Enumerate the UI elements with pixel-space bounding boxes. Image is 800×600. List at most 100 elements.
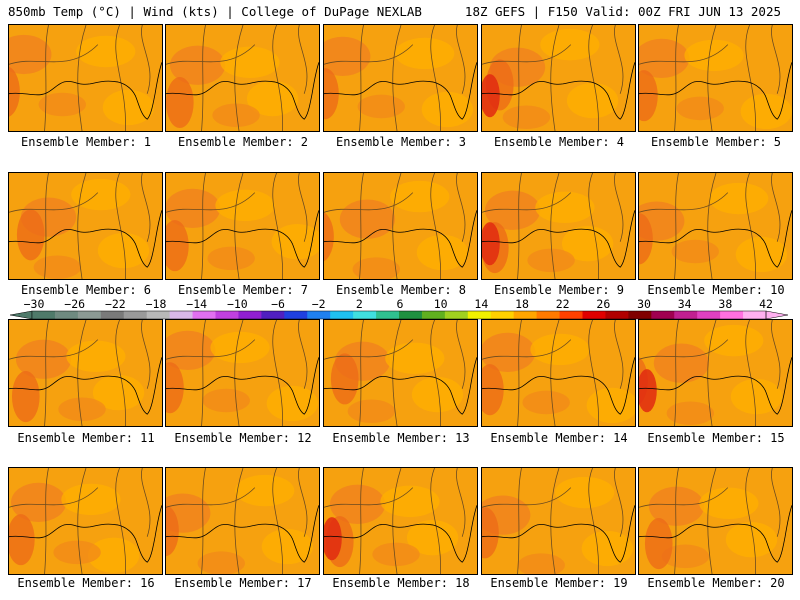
height-contour xyxy=(517,25,522,131)
height-contour xyxy=(166,339,256,360)
temperature-shading xyxy=(527,248,575,273)
colorbar-tick-label: 42 xyxy=(759,297,773,311)
height-contour xyxy=(674,25,679,131)
ensemble-member-map xyxy=(165,172,320,280)
height-contour xyxy=(482,339,572,360)
ensemble-member-map xyxy=(165,467,320,575)
coastline xyxy=(166,62,319,120)
colorbar-tick-label: 10 xyxy=(433,297,448,311)
temperature-shading xyxy=(9,34,52,75)
temperature-shading xyxy=(166,77,194,129)
colorbar-tick-label: 34 xyxy=(677,297,692,311)
height-contour xyxy=(588,468,599,574)
colorbar-max-arrow xyxy=(765,310,788,320)
height-contour xyxy=(272,173,283,279)
coastline xyxy=(166,210,319,268)
colorbar-tick-label: 30 xyxy=(637,297,651,311)
temperature-shading xyxy=(530,333,590,366)
height-contour xyxy=(234,173,244,279)
temperature-shading xyxy=(207,246,255,271)
height-contour xyxy=(745,25,756,131)
ensemble-member-map xyxy=(638,172,793,280)
temperature-field xyxy=(9,25,162,131)
ensemble-member-map xyxy=(481,24,636,132)
ensemble-member-label: Ensemble Member: 4 xyxy=(493,135,625,149)
temperature-shading xyxy=(406,520,459,556)
temperature-shading xyxy=(639,70,658,122)
colorbar-swatch xyxy=(330,311,354,319)
temperature-shading xyxy=(416,234,469,271)
colorbar-swatch xyxy=(376,311,400,319)
temperature-shading xyxy=(385,342,445,374)
temperature-field xyxy=(166,468,319,574)
colorbar-swatch xyxy=(399,311,423,319)
temperature-shading xyxy=(352,257,400,279)
ensemble-member-label: Ensemble Member: 19 xyxy=(490,576,628,590)
temperature-shading xyxy=(92,374,145,411)
colorbar-swatch xyxy=(238,311,262,319)
height-contour xyxy=(550,173,560,279)
coastline xyxy=(324,210,477,268)
temperature-shading xyxy=(235,474,295,507)
ensemble-member-label: Ensemble Member: 11 xyxy=(17,431,155,445)
height-contour xyxy=(430,320,441,426)
height-contour xyxy=(456,173,466,242)
warm-anomaly-shading xyxy=(482,222,500,266)
colorbar-swatch xyxy=(353,311,377,319)
temperature-shading xyxy=(347,399,396,424)
height-contour xyxy=(771,173,781,242)
temperature-shading xyxy=(484,190,541,230)
temperature-shading xyxy=(648,486,705,526)
temperature-shading xyxy=(730,378,783,415)
colorbar-swatch xyxy=(146,311,171,319)
height-contour xyxy=(456,320,466,389)
colorbar-swatch xyxy=(54,311,79,319)
ensemble-member-label: Ensemble Member: 14 xyxy=(490,431,628,445)
temperature-field xyxy=(166,320,319,426)
temperature-shading xyxy=(639,213,653,265)
ensemble-member-label: Ensemble Member: 20 xyxy=(647,576,785,590)
temperature-shading xyxy=(324,36,371,77)
temperature-field xyxy=(482,320,635,426)
colorbar-tick-label: −30 xyxy=(23,297,45,311)
height-contour xyxy=(359,320,364,426)
height-contour xyxy=(707,25,717,131)
colorbar-swatch xyxy=(261,311,285,319)
height-contour xyxy=(44,173,49,279)
temperature-shading xyxy=(210,331,270,364)
colorbar-swatch xyxy=(77,311,102,319)
coastline xyxy=(324,505,477,563)
ensemble-member-label: Ensemble Member: 2 xyxy=(177,135,309,149)
temperature-shading xyxy=(482,507,499,559)
temperature-shading xyxy=(699,487,759,520)
temperature-shading xyxy=(202,388,250,413)
height-contour xyxy=(517,173,522,279)
height-contour xyxy=(359,173,364,279)
height-contour xyxy=(517,468,522,574)
height-contour xyxy=(392,320,402,426)
height-contour xyxy=(456,468,466,537)
coastline xyxy=(639,62,792,120)
coastline xyxy=(482,357,635,415)
temperature-shading xyxy=(671,239,719,264)
height-contour xyxy=(324,487,414,508)
temperature-shading xyxy=(71,178,131,211)
ensemble-member-label: Ensemble Member: 17 xyxy=(174,576,312,590)
temperature-shading xyxy=(10,482,67,522)
height-contour xyxy=(614,173,624,242)
temperature-field xyxy=(324,173,477,279)
height-contour xyxy=(771,25,781,94)
temperature-shading xyxy=(53,540,101,565)
temperature-shading xyxy=(197,551,245,574)
colorbar-swatch xyxy=(490,311,515,319)
colorbar-tick-label: −22 xyxy=(104,297,126,311)
temperature-shading xyxy=(725,521,778,558)
colorbar-swatch xyxy=(720,311,744,319)
height-contour xyxy=(588,320,599,426)
temperature-shading xyxy=(16,209,45,261)
height-contour xyxy=(482,44,572,65)
height-contour xyxy=(707,173,717,279)
coastline xyxy=(482,62,635,120)
temperature-shading xyxy=(66,340,126,373)
temperature-field xyxy=(9,468,162,574)
